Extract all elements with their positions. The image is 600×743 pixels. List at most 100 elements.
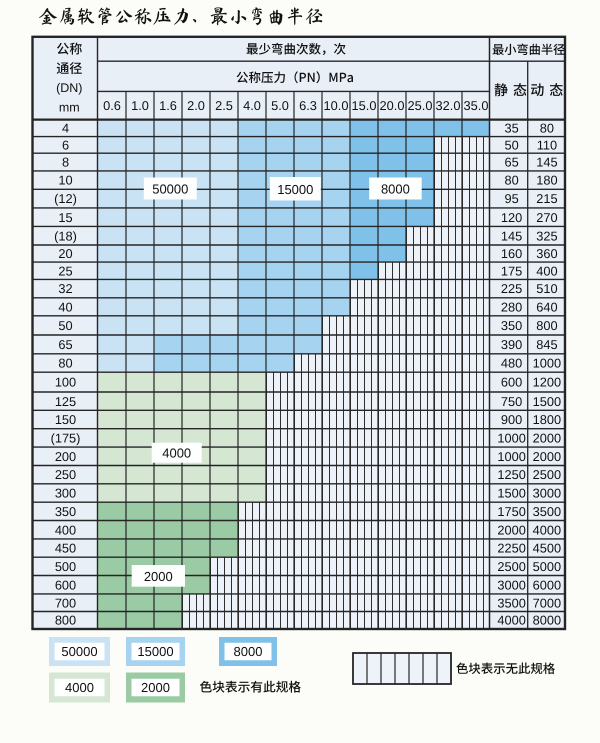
svg-text:3500: 3500 — [497, 595, 525, 610]
svg-text:8000: 8000 — [533, 612, 561, 627]
svg-text:2000: 2000 — [141, 680, 170, 695]
svg-text:400: 400 — [536, 263, 557, 278]
svg-text:1200: 1200 — [533, 375, 561, 390]
svg-text:4500: 4500 — [533, 541, 561, 556]
svg-text:80: 80 — [504, 173, 518, 188]
svg-text:2500: 2500 — [497, 559, 525, 574]
svg-text:4.0: 4.0 — [243, 98, 261, 113]
svg-text:5.0: 5.0 — [271, 98, 289, 113]
svg-text:500: 500 — [55, 559, 76, 574]
svg-text:20.0: 20.0 — [380, 98, 405, 113]
svg-text:600: 600 — [501, 375, 522, 390]
svg-text:8000: 8000 — [381, 182, 410, 197]
svg-text:145: 145 — [501, 228, 522, 243]
svg-text:6.3: 6.3 — [299, 98, 317, 113]
svg-text:10.0: 10.0 — [324, 98, 349, 113]
svg-text:325: 325 — [536, 228, 557, 243]
svg-text:4: 4 — [62, 121, 69, 136]
svg-text:390: 390 — [501, 337, 522, 352]
svg-text:8000: 8000 — [234, 644, 263, 659]
svg-text:15.0: 15.0 — [352, 98, 377, 113]
svg-text:4000: 4000 — [533, 522, 561, 537]
svg-text:35: 35 — [504, 121, 518, 136]
svg-text:300: 300 — [55, 486, 76, 501]
svg-text:250: 250 — [55, 467, 76, 482]
svg-text:80: 80 — [540, 121, 554, 136]
svg-text:25.0: 25.0 — [408, 98, 433, 113]
svg-text:350: 350 — [501, 318, 522, 333]
svg-text:50: 50 — [504, 138, 518, 153]
svg-text:(12): (12) — [54, 191, 77, 206]
svg-text:(DN): (DN) — [56, 81, 82, 95]
svg-text:6000: 6000 — [533, 577, 561, 592]
svg-text:120: 120 — [501, 210, 522, 225]
svg-text:1.6: 1.6 — [159, 98, 177, 113]
svg-text:15: 15 — [58, 210, 72, 225]
svg-text:900: 900 — [501, 412, 522, 427]
svg-text:800: 800 — [536, 318, 557, 333]
svg-text:1000: 1000 — [497, 449, 525, 464]
svg-text:15000: 15000 — [277, 182, 313, 197]
svg-text:32: 32 — [58, 281, 72, 296]
svg-text:50: 50 — [58, 318, 72, 333]
svg-text:6: 6 — [62, 138, 69, 153]
svg-text:65: 65 — [504, 155, 518, 170]
svg-text:4000: 4000 — [65, 680, 94, 695]
svg-text:2500: 2500 — [533, 467, 561, 482]
svg-text:350: 350 — [55, 504, 76, 519]
svg-text:400: 400 — [55, 522, 76, 537]
svg-text:2.5: 2.5 — [215, 98, 233, 113]
svg-text:25: 25 — [58, 263, 72, 278]
svg-text:8: 8 — [62, 155, 69, 170]
svg-text:145: 145 — [536, 155, 557, 170]
svg-text:180: 180 — [536, 173, 557, 188]
svg-text:845: 845 — [536, 337, 557, 352]
svg-text:2000: 2000 — [497, 522, 525, 537]
svg-text:80: 80 — [58, 356, 72, 371]
svg-text:700: 700 — [55, 595, 76, 610]
svg-text:32.0: 32.0 — [436, 98, 461, 113]
svg-text:510: 510 — [536, 281, 557, 296]
svg-text:175: 175 — [501, 263, 522, 278]
svg-text:160: 160 — [501, 246, 522, 261]
svg-text:150: 150 — [55, 412, 76, 427]
svg-text:35.0: 35.0 — [464, 98, 489, 113]
svg-text:4000: 4000 — [162, 446, 191, 461]
svg-text:100: 100 — [55, 375, 76, 390]
svg-text:95: 95 — [504, 191, 518, 206]
svg-text:1750: 1750 — [497, 504, 525, 519]
svg-text:110: 110 — [537, 138, 557, 153]
svg-text:3000: 3000 — [497, 577, 525, 592]
svg-text:750: 750 — [501, 394, 522, 409]
svg-text:2250: 2250 — [497, 541, 525, 556]
svg-text:480: 480 — [501, 356, 522, 371]
svg-text:200: 200 — [55, 449, 76, 464]
svg-text:10: 10 — [58, 173, 72, 188]
svg-text:215: 215 — [536, 191, 557, 206]
svg-text:1250: 1250 — [497, 467, 525, 482]
svg-text:mm: mm — [59, 101, 80, 115]
svg-text:20: 20 — [58, 246, 72, 261]
svg-text:(18): (18) — [54, 228, 77, 243]
svg-text:2.0: 2.0 — [187, 98, 205, 113]
svg-text:3000: 3000 — [533, 486, 561, 501]
svg-text:50000: 50000 — [152, 182, 188, 197]
svg-text:5000: 5000 — [533, 559, 561, 574]
svg-text:2000: 2000 — [144, 569, 173, 584]
svg-text:(175): (175) — [51, 431, 81, 446]
svg-text:50000: 50000 — [61, 644, 97, 659]
svg-text:360: 360 — [536, 246, 557, 261]
svg-text:225: 225 — [501, 281, 522, 296]
svg-text:7000: 7000 — [533, 595, 561, 610]
svg-text:1500: 1500 — [497, 486, 525, 501]
svg-text:1500: 1500 — [533, 394, 561, 409]
svg-text:450: 450 — [55, 541, 76, 556]
svg-text:270: 270 — [536, 210, 557, 225]
svg-text:1000: 1000 — [497, 431, 525, 446]
svg-text:640: 640 — [536, 299, 557, 314]
svg-text:3500: 3500 — [533, 504, 561, 519]
svg-text:0.6: 0.6 — [103, 98, 121, 113]
svg-text:2000: 2000 — [533, 449, 561, 464]
svg-text:800: 800 — [55, 612, 76, 627]
svg-text:40: 40 — [58, 299, 72, 314]
